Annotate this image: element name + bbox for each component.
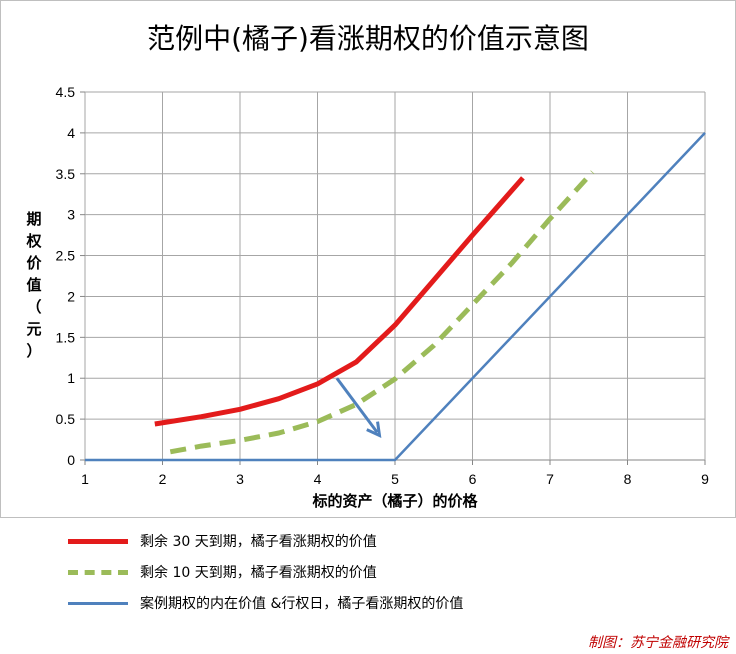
y-tick-label: 2.5 bbox=[56, 248, 76, 264]
y-axis-label-char: 值 bbox=[26, 276, 41, 294]
y-axis-label-char: ） bbox=[26, 342, 41, 360]
annotation-arrow-head bbox=[366, 421, 382, 438]
y-tick-label: 3 bbox=[67, 207, 75, 223]
y-tick-label: 1 bbox=[67, 370, 75, 386]
chart-title: 范例中(橘子)看涨期权的价值示意图 bbox=[147, 22, 589, 55]
y-tick-label: 0.5 bbox=[56, 411, 76, 427]
legend-swatch bbox=[68, 570, 128, 575]
legend-label: 剩余 10 天到期，橘子看涨期权的价值 bbox=[140, 565, 377, 581]
y-tick-label: 3.5 bbox=[56, 166, 76, 182]
x-tick-label: 5 bbox=[391, 471, 399, 487]
y-axis-label-char: 价 bbox=[26, 254, 42, 272]
legend-item-10-days: 剩余 10 天到期，橘子看涨期权的价值 bbox=[64, 559, 664, 590]
x-tick-label: 9 bbox=[701, 471, 709, 487]
credit-text: 制图：苏宁金融研究院 bbox=[588, 635, 728, 651]
x-axis-label: 标的资产（橘子）的价格 bbox=[311, 492, 478, 510]
grid bbox=[80, 91, 706, 465]
y-axis-label-char: 元 bbox=[26, 320, 41, 338]
y-tick-label: 2 bbox=[67, 288, 75, 304]
y-tick-label: 4 bbox=[67, 125, 75, 141]
x-tick-label: 7 bbox=[546, 471, 554, 487]
legend-swatch bbox=[68, 539, 128, 544]
x-tick-label: 4 bbox=[314, 471, 322, 487]
y-tick-label: 4.5 bbox=[56, 84, 76, 100]
x-tick-labels: 1 2 3 4 5 6 7 8 9 bbox=[81, 471, 709, 487]
x-tick-label: 1 bbox=[81, 471, 89, 487]
legend-label: 案例期权的内在价值 &行权日，橘子看涨期权的价值 bbox=[140, 596, 464, 612]
y-tick-labels: 0 0.5 1 1.5 2 2.5 3 3.5 4 4.5 bbox=[56, 84, 76, 468]
y-tick-label: 1.5 bbox=[56, 329, 76, 345]
chart: 范例中(橘子)看涨期权的价值示意图 0 0.5 1 1.5 2 2.5 3 3.5 4 4.5 1… bbox=[25, 22, 709, 510]
legend: 剩余 30 天到期，橘子看涨期权的价值 剩余 10 天到期，橘子看涨期权的价值案例… bbox=[64, 528, 664, 621]
series-line-intrinsic-value bbox=[85, 132, 706, 462]
legend-label: 剩余 30 天到期，橘子看涨期权的价值 bbox=[140, 534, 377, 550]
series-line-30-days bbox=[154, 176, 525, 427]
annotation-arrow-shaft bbox=[335, 377, 379, 434]
legend-swatch bbox=[68, 602, 128, 605]
legend-item-intrinsic-value: 案例期权的内在价值 &行权日，橘子看涨期权的价值 bbox=[64, 590, 664, 621]
y-tick-label: 0 bbox=[67, 452, 75, 468]
legend-item-30-days: 剩余 30 天到期，橘子看涨期权的价值 bbox=[64, 528, 664, 559]
y-axis-label-char: 期 bbox=[26, 210, 41, 228]
series-line-10-days bbox=[169, 170, 595, 455]
x-tick-label: 3 bbox=[236, 471, 244, 487]
annotation-layer bbox=[335, 377, 382, 438]
series-layer bbox=[85, 132, 706, 462]
x-tick-label: 6 bbox=[469, 471, 477, 487]
x-tick-label: 8 bbox=[624, 471, 632, 487]
y-axis-label-char: （ bbox=[26, 298, 41, 316]
y-axis-label-char: 权 bbox=[25, 232, 42, 250]
x-tick-label: 2 bbox=[159, 471, 167, 487]
